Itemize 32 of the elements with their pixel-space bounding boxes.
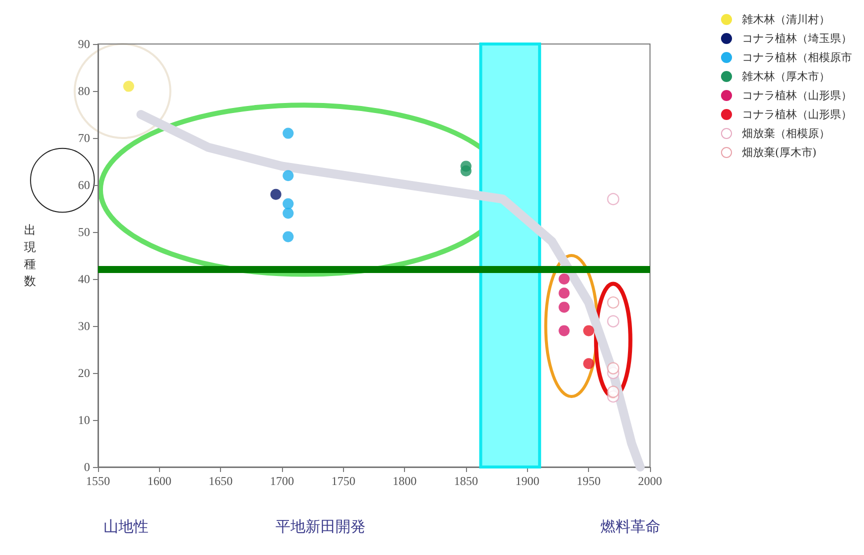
x-tick-label: 1750 [331, 474, 356, 488]
x-tick-label: 2000 [638, 474, 662, 488]
text: 平地新田開発 [275, 518, 366, 536]
y-tick-label: 10 [78, 413, 90, 427]
y-tick-label: 40 [78, 272, 90, 286]
legend-label: コナラ植林（山形県） [742, 107, 852, 123]
legend-label: コナラ植林（山形県） [742, 88, 852, 104]
text: 山地性 [104, 518, 149, 536]
y-tick-label: 20 [78, 366, 90, 380]
x-tick-label: 1800 [392, 474, 417, 488]
text: 燃料革命 [600, 518, 660, 536]
y-axis-title: 出現種数 [24, 223, 36, 288]
legend-label: 畑放棄（相模原） [742, 126, 830, 142]
legend-label: コナラ植林（相模原市 [742, 50, 852, 66]
legend-label: 雑木林（清川村） [742, 12, 830, 28]
x-tick-label: 1700 [270, 474, 294, 488]
y-tick-label: 0 [84, 460, 90, 474]
legend-label: 雑木林（厚木市） [742, 69, 830, 85]
x-tick-label: 1550 [86, 474, 110, 488]
y-tick-label: 50 [78, 225, 90, 239]
legend-label: 畑放棄(厚木市) [742, 145, 817, 161]
y-tick-label: 80 [78, 84, 90, 98]
x-tick-label: 1650 [208, 474, 233, 488]
y-tick-label: 70 [78, 131, 90, 145]
x-tick-label: 1600 [147, 474, 172, 488]
x-tick-label: 1850 [454, 474, 478, 488]
legend-label: コナラ植林（埼玉県） [742, 31, 852, 47]
y-tick-label: 30 [78, 319, 90, 333]
x-tick-label: 1900 [515, 474, 540, 488]
x-tick-label: 1950 [576, 474, 601, 488]
y-tick-label: 90 [78, 37, 90, 51]
y-tick-label: 60 [78, 178, 90, 192]
